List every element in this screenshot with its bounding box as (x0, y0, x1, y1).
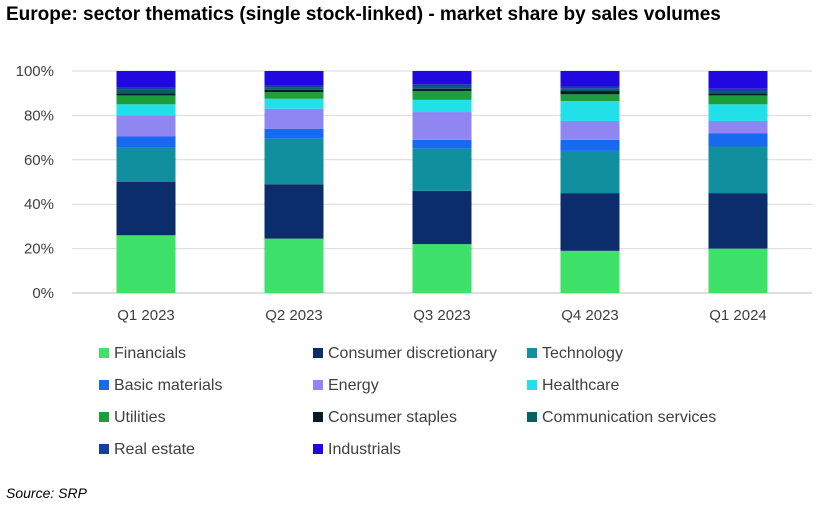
bar-segment (264, 138, 324, 185)
bar-segment (116, 93, 176, 96)
legend-swatch (527, 380, 537, 390)
bar-segment (412, 244, 472, 293)
bar-segment (560, 100, 620, 121)
bar-segment (116, 182, 176, 236)
bar-segment (264, 184, 324, 239)
legend-swatch (527, 348, 537, 358)
x-tick-label: Q4 2023 (561, 307, 619, 324)
bar-segment (708, 146, 768, 194)
bar-segment (264, 128, 324, 139)
legend-label: Real estate (114, 441, 195, 458)
bar-segment (708, 93, 768, 96)
bar-segment (264, 108, 324, 129)
bar-segment (560, 71, 620, 87)
bar-segment (412, 99, 472, 113)
source-note: Source: SRP (6, 485, 87, 501)
x-tick-label: Q3 2023 (413, 307, 471, 324)
legend-label: Energy (328, 377, 379, 394)
bar-segment (560, 94, 620, 101)
bar-segment (708, 71, 768, 89)
bar-segment (708, 120, 768, 134)
bar-segment (708, 133, 768, 147)
bar-segment (560, 250, 620, 293)
bar-segment (412, 88, 472, 91)
legend-label: Communication services (542, 409, 716, 426)
bar-segment (412, 139, 472, 149)
y-tick-label: 100% (16, 63, 54, 80)
bar-segment (560, 90, 620, 95)
legend-swatch (313, 444, 323, 454)
bar-segment (116, 136, 176, 148)
bar-segment (708, 88, 768, 91)
y-tick-label: 60% (24, 152, 54, 169)
bar-segment (116, 147, 176, 182)
bar-segment (264, 238, 324, 293)
x-tick-label: Q1 2023 (117, 307, 175, 324)
bar-segment (708, 248, 768, 293)
legend-swatch (99, 348, 109, 358)
x-tick-label: Q2 2023 (265, 307, 323, 324)
bar-segment (708, 193, 768, 249)
bar-segment (412, 71, 472, 85)
bar-segment (560, 150, 620, 194)
legend-swatch (99, 380, 109, 390)
bar-segment (264, 98, 324, 109)
legend-swatch (313, 348, 323, 358)
bar-segment (560, 193, 620, 251)
chart-title: Europe: sector thematics (single stock-l… (6, 4, 721, 25)
y-tick-label: 0% (32, 285, 54, 302)
bar-segment (264, 71, 324, 86)
bar-segment (560, 120, 620, 140)
bar-segment (116, 95, 176, 105)
legend-label: Technology (542, 345, 623, 362)
y-tick-label: 40% (24, 196, 54, 213)
bar-segment (264, 85, 324, 88)
legend-label: Consumer staples (328, 409, 457, 426)
bar-segment (412, 90, 472, 100)
bar-segment (116, 104, 176, 116)
bar-segment (264, 87, 324, 90)
legend-label: Utilities (114, 409, 166, 426)
y-tick-label: 80% (24, 107, 54, 124)
x-tick-label: Q1 2024 (709, 307, 767, 324)
bar-segment (708, 95, 768, 105)
legend-label: Consumer discretionary (328, 345, 497, 362)
bar-segment (116, 115, 176, 137)
bar-segment (560, 139, 620, 151)
legend-swatch (313, 380, 323, 390)
bar-segment (412, 190, 472, 245)
legend-label: Financials (114, 345, 186, 362)
bar-segment (412, 86, 472, 89)
bar-segment (412, 84, 472, 87)
bar-segment (116, 71, 176, 88)
bar-segment (412, 148, 472, 191)
bar-segment (264, 89, 324, 93)
bar-segment (116, 235, 176, 293)
bar-segment (708, 90, 768, 94)
bar-segment (264, 92, 324, 99)
legend-swatch (313, 412, 323, 422)
legend-label: Basic materials (114, 377, 222, 394)
bar-segment (560, 86, 620, 89)
legend-swatch (99, 412, 109, 422)
bar-segment (116, 89, 176, 94)
bar-segment (708, 104, 768, 121)
legend-label: Healthcare (542, 377, 619, 394)
legend-swatch (527, 412, 537, 422)
y-tick-label: 20% (24, 241, 54, 258)
legend-swatch (99, 444, 109, 454)
bar-segment (560, 88, 620, 91)
legend-label: Industrials (328, 441, 401, 458)
bar-segment (116, 87, 176, 90)
bar-segment (412, 112, 472, 140)
